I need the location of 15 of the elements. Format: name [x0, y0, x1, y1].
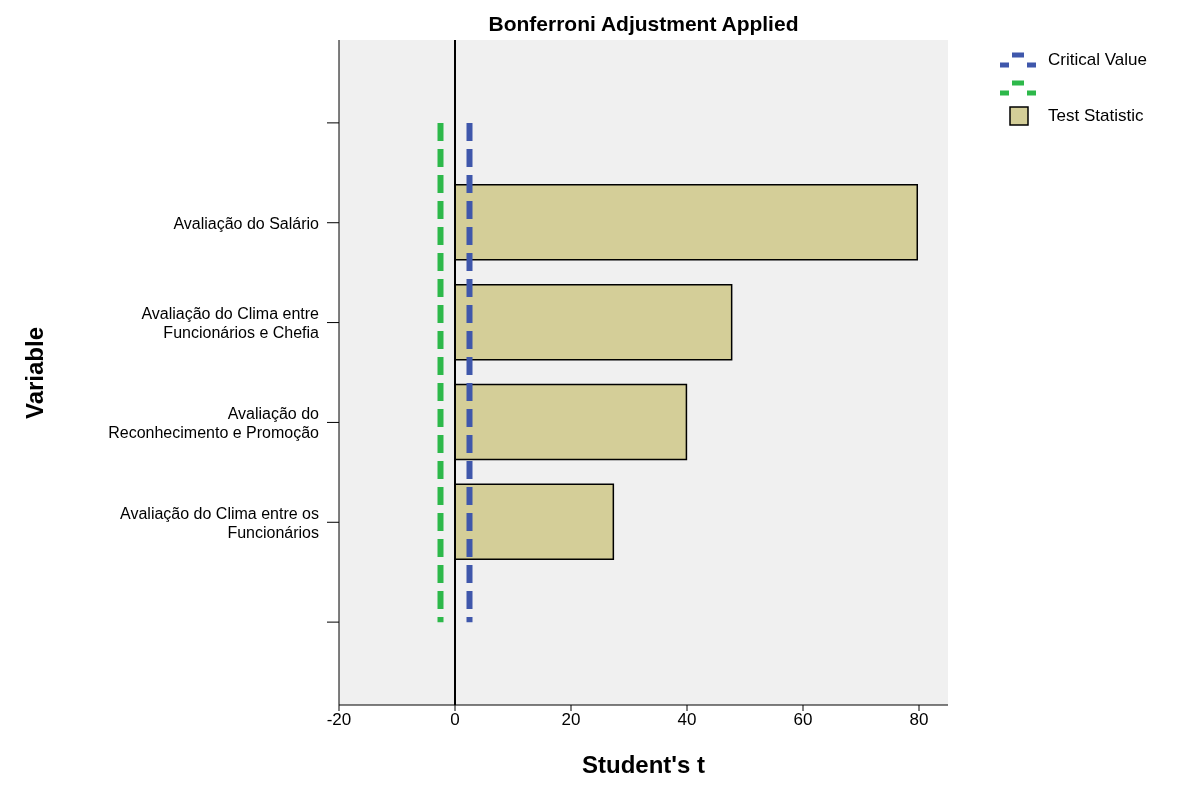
y-tick-label: Avaliação do Salário: [173, 214, 320, 232]
legend-label: Critical Value: [1048, 50, 1147, 70]
x-tick-label: -20: [326, 710, 352, 730]
y-tick-label: Avaliação do Clima entre Funcionários e Chefia: [141, 304, 320, 341]
x-tick-label: 20: [561, 710, 581, 730]
y-tick-label: Avaliação do Reconhecimento e Promoção: [108, 404, 320, 441]
x-tick-label: 40: [677, 710, 697, 730]
chart-title: Bonferroni Adjustment Applied: [487, 12, 800, 36]
y-axis-title: Variable: [21, 326, 49, 419]
x-axis-title: Student's t: [580, 751, 706, 779]
y-tick-label: Avaliação do Clima entre os Funcionários: [120, 504, 319, 541]
x-tick-label: 80: [909, 710, 929, 730]
x-tick-label: 0: [450, 710, 460, 730]
legend-label: Test Statistic: [1048, 106, 1144, 126]
x-tick-label: 60: [793, 710, 813, 730]
